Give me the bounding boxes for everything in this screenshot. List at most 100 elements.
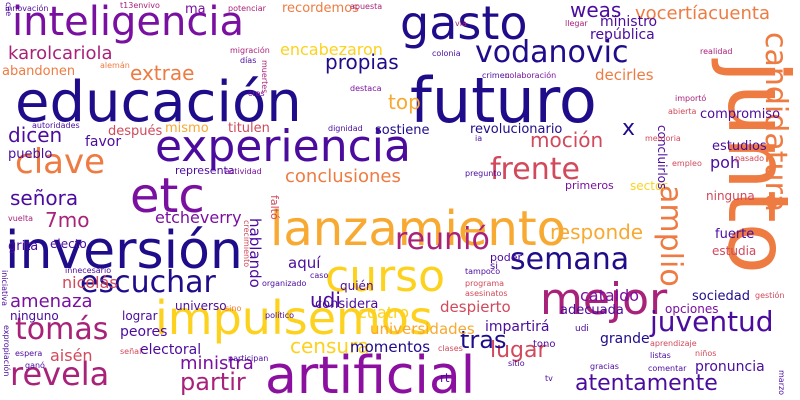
word: cuatro <box>358 303 410 322</box>
word: titulen <box>228 121 270 136</box>
word: peores <box>120 324 168 340</box>
word: pasado <box>735 154 765 163</box>
word: electo <box>50 237 87 251</box>
word: clave <box>15 142 106 182</box>
word: innovación <box>5 4 49 13</box>
word: lograr <box>122 309 158 323</box>
word: dicen <box>8 123 63 147</box>
word: impulsemos <box>155 291 433 345</box>
word: estudios <box>712 139 767 154</box>
word: opciones <box>665 302 719 316</box>
word: grande <box>600 331 650 347</box>
word: señora <box>10 186 79 210</box>
word: experiencia <box>155 121 411 172</box>
word: cres <box>248 89 265 98</box>
word: pregunto <box>465 169 502 178</box>
word: karolcariola <box>8 43 113 64</box>
word: considera <box>315 297 379 312</box>
word: ninguna <box>706 189 755 203</box>
word: migración <box>230 46 270 55</box>
word: artificial <box>265 346 476 400</box>
word: ganó <box>25 361 45 370</box>
word: señal <box>120 347 142 356</box>
word: espera <box>15 349 43 358</box>
word: llegar <box>565 19 588 28</box>
word: gasto <box>400 0 528 50</box>
word: sino <box>225 304 242 313</box>
word: después <box>108 124 163 139</box>
word: alemán <box>100 61 130 70</box>
word: tomás <box>15 312 109 347</box>
word: electoral <box>140 342 202 358</box>
word: marzo <box>777 370 786 396</box>
word: potenciar <box>228 4 266 13</box>
word: dignidad <box>328 124 363 133</box>
word: recordemos <box>282 1 359 16</box>
word: tono <box>533 339 556 350</box>
word: vía <box>455 19 467 28</box>
word: sociedad <box>692 289 750 304</box>
word: candidatura <box>758 32 793 213</box>
word: inversión <box>5 221 243 281</box>
word: comentar <box>648 364 687 373</box>
word: amplio <box>653 185 688 287</box>
word: atentamente <box>575 371 718 396</box>
word: futuro <box>410 64 597 137</box>
word: república <box>590 27 655 43</box>
word: sitio <box>508 359 525 368</box>
word: cataldo <box>580 286 640 305</box>
word: universidades <box>370 320 475 338</box>
word: inteligencia <box>12 0 244 45</box>
word: mejor <box>540 274 668 325</box>
word: compromiso <box>700 107 781 122</box>
word: gestión <box>755 291 785 300</box>
word: tampoco <box>465 267 501 276</box>
word: momentos <box>350 338 431 356</box>
word: ministra <box>180 353 254 374</box>
word: aprendizaje <box>650 339 697 348</box>
word: conclusiones <box>285 166 401 187</box>
word: tras <box>460 326 507 354</box>
word: encabezaron <box>280 40 383 59</box>
word: pronuncia <box>695 359 765 375</box>
word: autoridades <box>32 121 80 130</box>
word: participan <box>228 354 269 363</box>
word: si <box>490 261 498 272</box>
word: fuerte <box>715 227 755 242</box>
word: sector <box>630 179 668 193</box>
word: etc <box>130 168 205 224</box>
word: ministro <box>600 14 658 30</box>
word: actividad <box>225 167 262 176</box>
word: crecimiento <box>242 220 251 268</box>
word: vodanovic <box>475 35 629 70</box>
word: días <box>240 56 257 65</box>
word: representa <box>175 164 235 177</box>
word: iniciativa <box>0 270 9 307</box>
word: despierto <box>440 298 511 316</box>
word: etcheverry <box>155 208 242 227</box>
word: t13envivo <box>120 1 160 10</box>
word: lugar <box>490 338 547 363</box>
word: lanzamiento <box>270 201 567 257</box>
word: poh <box>710 153 741 172</box>
word: crimen <box>482 71 510 80</box>
word: frente <box>490 152 580 187</box>
word: curso <box>325 251 446 302</box>
word: caso <box>310 271 329 280</box>
word: censura <box>290 334 370 358</box>
word: ia <box>475 134 483 143</box>
word: ninguno <box>10 309 59 323</box>
word: quién <box>340 279 374 293</box>
word: aquí <box>288 254 321 272</box>
word: ma <box>185 2 206 17</box>
word: impartirá <box>485 319 550 335</box>
word: rt <box>440 371 450 385</box>
word: extrae <box>130 61 195 85</box>
word: innecesario <box>65 266 112 275</box>
word: decirles <box>595 66 654 84</box>
word: destaca <box>350 84 382 93</box>
word: faltó <box>268 195 281 220</box>
word: pueblo <box>8 147 53 162</box>
word: adecuada <box>560 303 624 318</box>
